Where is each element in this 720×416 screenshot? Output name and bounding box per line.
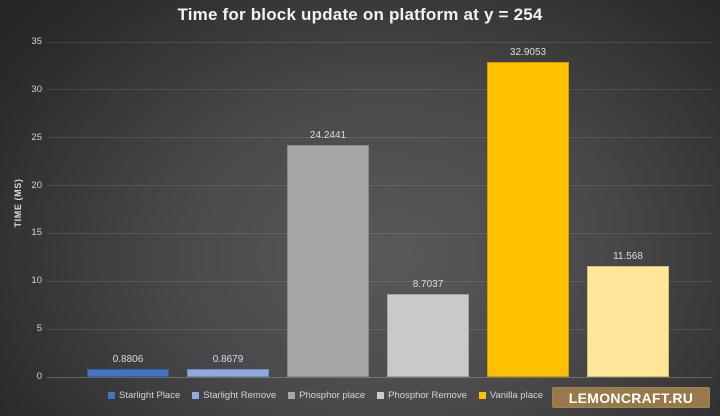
legend-swatch-icon bbox=[288, 392, 296, 399]
y-tick-label: 15 bbox=[31, 227, 42, 239]
bar-starlight-remove bbox=[187, 368, 269, 377]
gridline bbox=[47, 41, 712, 43]
y-tick-label: 30 bbox=[31, 83, 42, 95]
bar-vanilla-place bbox=[487, 62, 569, 377]
bar-item-5 bbox=[587, 266, 669, 377]
watermark-badge: LEMONCRAFT.RU bbox=[552, 387, 710, 408]
gridline bbox=[47, 137, 712, 139]
bar-phosphor-place bbox=[287, 144, 369, 377]
bar-value-label: 11.568 bbox=[613, 251, 643, 263]
legend-swatch-icon bbox=[377, 392, 385, 399]
legend-label: Phosphor Remove bbox=[388, 390, 467, 401]
legend-label: Phosphor place bbox=[299, 390, 366, 401]
bar-starlight-place bbox=[87, 368, 169, 377]
y-tick-label: 35 bbox=[31, 36, 42, 47]
gridline bbox=[47, 232, 712, 234]
y-tick-label: 10 bbox=[31, 275, 42, 287]
legend-item-starlight-place: Starlight Place bbox=[108, 390, 180, 401]
y-tick-label: 5 bbox=[36, 323, 42, 335]
gridline bbox=[47, 185, 712, 187]
legend-item-phosphor-place: Phosphor place bbox=[288, 390, 365, 401]
legend-label: Vanilla place bbox=[489, 390, 544, 401]
x-axis-line bbox=[47, 376, 712, 378]
bar-value-label: 0.8679 bbox=[212, 353, 244, 365]
legend-swatch-icon bbox=[192, 392, 200, 399]
legend-label: Starlight Remove bbox=[203, 390, 277, 401]
legend-item-starlight-remove: Starlight Remove bbox=[192, 390, 276, 401]
bar-phosphor-remove bbox=[387, 293, 469, 377]
y-tick-label: 0 bbox=[36, 371, 42, 382]
chart-title: Time for block update on platform at y =… bbox=[177, 5, 543, 24]
legend-swatch-icon bbox=[108, 392, 115, 399]
bar-value-label: 24.2441 bbox=[309, 129, 347, 141]
y-tick-label: 25 bbox=[31, 131, 42, 143]
gridline bbox=[47, 280, 712, 282]
y-tick-label: 20 bbox=[31, 179, 42, 191]
gridline bbox=[47, 328, 712, 330]
legend-item-phosphor-remove: Phosphor Remove bbox=[377, 390, 467, 401]
bar-value-label: 32.9053 bbox=[509, 47, 547, 59]
legend: Starlight Place Starlight Remove Phosphor … bbox=[108, 389, 566, 402]
legend-item-vanilla-place: Vanilla place bbox=[478, 390, 544, 401]
bar-value-label: 0.8806 bbox=[112, 353, 144, 365]
legend-label: Starlight Place bbox=[119, 390, 181, 401]
bar-value-label: 8.7037 bbox=[412, 278, 444, 290]
gridline bbox=[47, 89, 712, 91]
legend-swatch-icon bbox=[478, 392, 486, 399]
